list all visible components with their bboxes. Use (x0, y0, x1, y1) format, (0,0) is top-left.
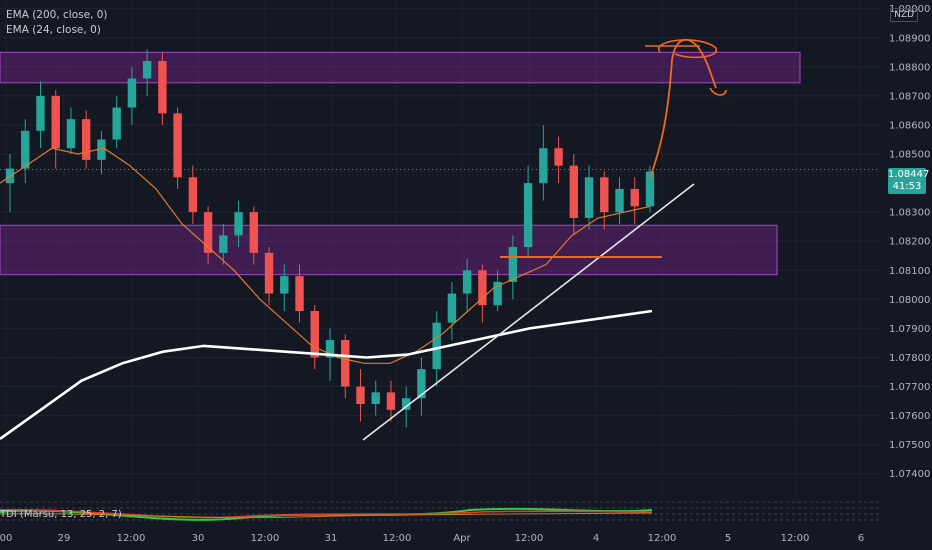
price-zone (0, 51, 801, 84)
legend-ema24[interactable]: EMA (24, close, 0) (6, 24, 101, 36)
y-tick-label: 1.08100 (889, 266, 930, 277)
y-tick-label: 1.08300 (889, 208, 930, 219)
x-tick-label: 29 (58, 533, 71, 544)
x-tick-label: 12:00 (515, 533, 544, 544)
candle-body (523, 183, 533, 248)
y-tick-label: 1.07600 (889, 411, 930, 422)
tdi-signal-line (0, 509, 653, 519)
candle-countdown: 41:53 (892, 181, 922, 192)
tdi-indicator-label[interactable]: TDI (Marsu, 13, 25, 2, 7) (0, 509, 122, 520)
candle-body (203, 212, 213, 253)
projection-arrow (649, 39, 717, 179)
y-tick-label: 1.08700 (889, 91, 930, 102)
y-tick-label: 1.08900 (889, 33, 930, 44)
x-tick-label: 31 (325, 533, 338, 544)
x-tick-label: 30 (192, 533, 205, 544)
candle-body (142, 61, 152, 79)
x-tick-label: Apr (453, 533, 471, 544)
candle-body (249, 212, 258, 253)
candle-body (447, 293, 457, 323)
candlesticks (5, 49, 655, 428)
candle-body (432, 322, 441, 370)
x-tick-label: 12:00 (251, 533, 280, 544)
price-zone (0, 224, 778, 276)
x-tick-label: 12:00 (383, 533, 412, 544)
candle-body (36, 95, 45, 131)
candle-body (234, 212, 243, 236)
y-tick-label: 1.07800 (889, 353, 930, 364)
y-tick-label: 1.08000 (889, 295, 930, 306)
candle-body (127, 78, 137, 108)
x-tick-label: 6 (858, 533, 864, 544)
candle-body (493, 281, 502, 306)
legend-ema200[interactable]: EMA (200, close, 0) (6, 9, 108, 21)
candle-body (82, 119, 91, 160)
candle-body (356, 386, 365, 404)
candle-body (615, 188, 624, 213)
candle-body (295, 276, 304, 311)
retrace-scribble (709, 87, 727, 96)
candle-body (584, 177, 594, 218)
candle-body (325, 340, 335, 358)
tdi-panel (0, 498, 880, 526)
candle-body (386, 392, 396, 410)
x-tick-label: 12:00 (781, 533, 810, 544)
candle-body (310, 310, 319, 358)
supply-demand-zones[interactable] (0, 51, 801, 276)
y-tick-label: 1.07900 (889, 324, 930, 335)
tdi-background (0, 498, 880, 526)
candle-body (402, 398, 411, 410)
ema24-line (0, 147, 651, 364)
y-tick-label: 1.09000 (889, 4, 930, 15)
candle-body (219, 235, 228, 253)
candle-body (600, 177, 609, 213)
candle-body (173, 113, 182, 178)
candle-body (462, 270, 472, 294)
x-tick-label: 5 (725, 533, 731, 544)
currency-badge[interactable]: NZD (890, 8, 918, 22)
trendline (362, 183, 695, 441)
y-tick-label: 1.08600 (889, 120, 930, 131)
current-price-tag: 1.08447 41:53 (888, 168, 930, 194)
candle-body (158, 61, 167, 114)
y-tick-label: 1.08800 (889, 62, 930, 73)
candle-body (645, 171, 655, 207)
y-tick-label: 1.07400 (889, 469, 930, 480)
x-tick-label: 00 (0, 533, 12, 544)
candle-body (188, 177, 198, 213)
candle-body (112, 107, 121, 140)
candle-body (66, 119, 76, 149)
candle-body (264, 252, 274, 294)
candle-body (51, 95, 60, 149)
y-tick-label: 1.07500 (889, 440, 930, 451)
y-tick-label: 1.08500 (889, 150, 930, 161)
price-axis[interactable]: 1.09000 1.08900 1.08800 1.08700 1.08600 1.085… (889, 4, 930, 480)
candle-body (569, 165, 578, 218)
candle-body (539, 148, 548, 184)
x-tick-label: 4 (593, 533, 599, 544)
candle-body (554, 148, 563, 166)
candle-body (371, 392, 380, 404)
candle-body (341, 340, 350, 387)
tdi-base-line (0, 512, 653, 519)
target-circle (645, 39, 717, 59)
candle-body (97, 139, 106, 160)
y-tick-label: 1.08200 (889, 237, 930, 248)
candle-body (280, 276, 289, 294)
candle-body (508, 247, 518, 282)
candle-body (21, 130, 30, 169)
candle-body (417, 369, 426, 399)
user-drawings[interactable] (362, 39, 727, 441)
x-tick-label: 12:00 (648, 533, 677, 544)
x-tick-label: 12:00 (117, 533, 146, 544)
candle-body (630, 188, 639, 207)
candle-body (478, 270, 487, 306)
ema200-line (0, 309, 653, 440)
time-axis[interactable]: 00 29 12:00 30 12:00 31 12:00 Apr 12:00 4 12:00 5 12… (0, 533, 864, 544)
y-tick-label: 1.07700 (889, 382, 930, 393)
current-price-value: 1.08447 (888, 169, 930, 180)
